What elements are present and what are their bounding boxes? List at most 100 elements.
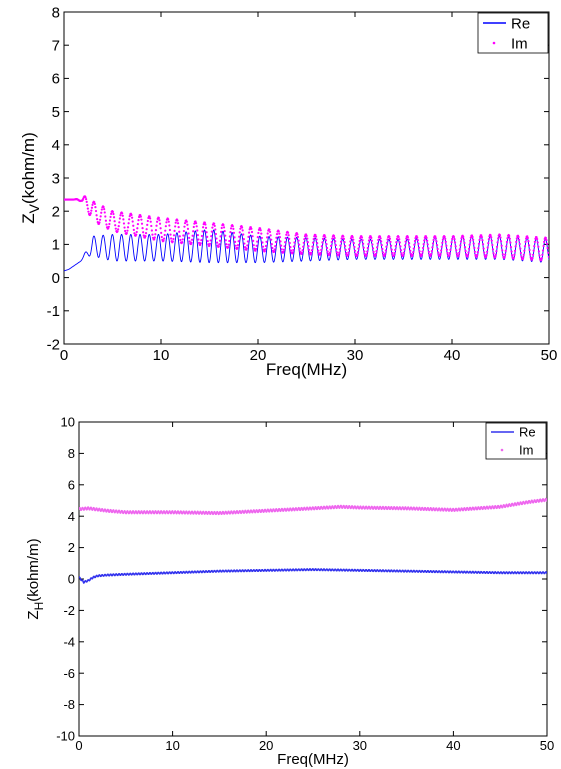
series-point-im	[432, 238, 435, 242]
series-point-im	[122, 222, 126, 225]
series-point-im	[445, 244, 448, 247]
series-point-im	[273, 248, 276, 251]
series-point-im	[91, 203, 94, 207]
series-point-im	[294, 234, 297, 237]
series-point-im	[280, 248, 283, 251]
series-point-im	[116, 230, 119, 233]
series-point-im	[522, 256, 525, 259]
series-point-im	[546, 499, 547, 502]
series-point-im	[398, 238, 401, 241]
series-point-im	[403, 248, 406, 251]
series-point-im	[359, 237, 362, 240]
series-point-im	[389, 240, 392, 244]
series-point-im	[541, 249, 545, 252]
series-point-im	[354, 252, 357, 255]
series-point-im	[532, 249, 535, 252]
series-point-im	[399, 245, 402, 248]
series-point-im	[149, 217, 152, 220]
series-point-im	[312, 241, 315, 244]
series-point-im	[150, 224, 153, 228]
x-tick-label: 40	[446, 738, 460, 753]
series-point-im	[210, 235, 213, 238]
series-point-im	[495, 250, 498, 253]
series-point-im	[335, 251, 339, 254]
series-point-im	[109, 215, 112, 219]
series-point-im	[491, 248, 495, 251]
series-point-im	[421, 250, 424, 253]
series-point-im	[508, 237, 511, 240]
series-point-im	[112, 212, 115, 216]
series-point-im	[103, 208, 106, 211]
series-point-im	[146, 219, 149, 223]
series-point-im	[305, 234, 308, 237]
series-point-im	[292, 248, 295, 252]
series-point-im	[89, 212, 92, 215]
series-point-im	[190, 238, 194, 241]
series-point-im	[394, 244, 397, 248]
series-point-im	[332, 234, 336, 238]
series-point-im	[333, 236, 336, 240]
series-point-im	[287, 234, 290, 237]
series-point-im	[418, 250, 421, 253]
series-point-im	[426, 243, 429, 246]
series-point-im	[366, 250, 369, 253]
series-point-im	[504, 253, 507, 256]
series-point-im	[247, 231, 251, 234]
series-point-im	[380, 240, 383, 243]
series-point-im	[514, 245, 517, 248]
series-point-im	[487, 242, 490, 245]
series-point-im	[288, 237, 291, 240]
y-axis-title: ZH(kohm/m)	[25, 538, 46, 619]
series-point-im	[178, 230, 181, 233]
series-point-im	[104, 219, 107, 222]
series-point-im	[84, 196, 87, 199]
series-point-im	[243, 246, 247, 249]
series-point-im	[140, 218, 143, 221]
series-point-im	[172, 237, 175, 241]
series-point-im	[381, 251, 385, 254]
series-point-im	[524, 240, 527, 244]
series-point-im	[285, 233, 288, 236]
series-point-im	[307, 248, 311, 251]
series-point-im	[518, 238, 521, 241]
series-point-im	[378, 235, 382, 238]
series-point-im	[478, 238, 481, 242]
series-point-im	[132, 224, 135, 227]
series-point-im	[289, 249, 293, 252]
series-point-im	[511, 254, 514, 257]
series-point-im	[242, 238, 245, 241]
series-point-im	[174, 225, 177, 228]
series-point-im	[538, 254, 541, 257]
series-point-im	[391, 251, 394, 255]
series-point-im	[234, 244, 237, 247]
series-point-im	[149, 220, 152, 223]
series-point-im	[256, 240, 259, 243]
series-point-im	[141, 227, 144, 230]
y-tick-label: 3	[52, 170, 60, 187]
series-point-im	[200, 239, 203, 242]
series-im	[64, 195, 549, 262]
series-point-im	[90, 209, 93, 212]
series-point-im	[352, 242, 355, 245]
series-point-im	[86, 207, 89, 210]
y-tick-label: -10	[56, 729, 75, 744]
legend-box	[477, 12, 549, 54]
chart-zh: 0 10 20 30 40 50 -10 -8 -6 -4 -2 0 2 4 6 8 10 Re Im Freq(MH…	[25, 415, 554, 768]
series-point-im	[93, 200, 96, 204]
series-point-im	[218, 243, 221, 246]
series-point-im	[338, 251, 341, 254]
series-point-im	[130, 216, 134, 219]
x-axis-title: Freq(MHz)	[277, 751, 349, 768]
series-point-im	[307, 245, 310, 248]
series-point-im	[487, 238, 490, 241]
series-point-im	[137, 215, 141, 219]
series-point-im	[467, 247, 471, 250]
series-point-im	[130, 213, 133, 217]
series-point-im	[245, 247, 248, 250]
series-point-im	[104, 215, 107, 218]
series-point-im	[100, 208, 103, 211]
series-point-im	[314, 235, 318, 238]
series-point-im	[477, 247, 480, 250]
series-point-im	[344, 248, 347, 251]
series-point-im	[542, 244, 545, 248]
